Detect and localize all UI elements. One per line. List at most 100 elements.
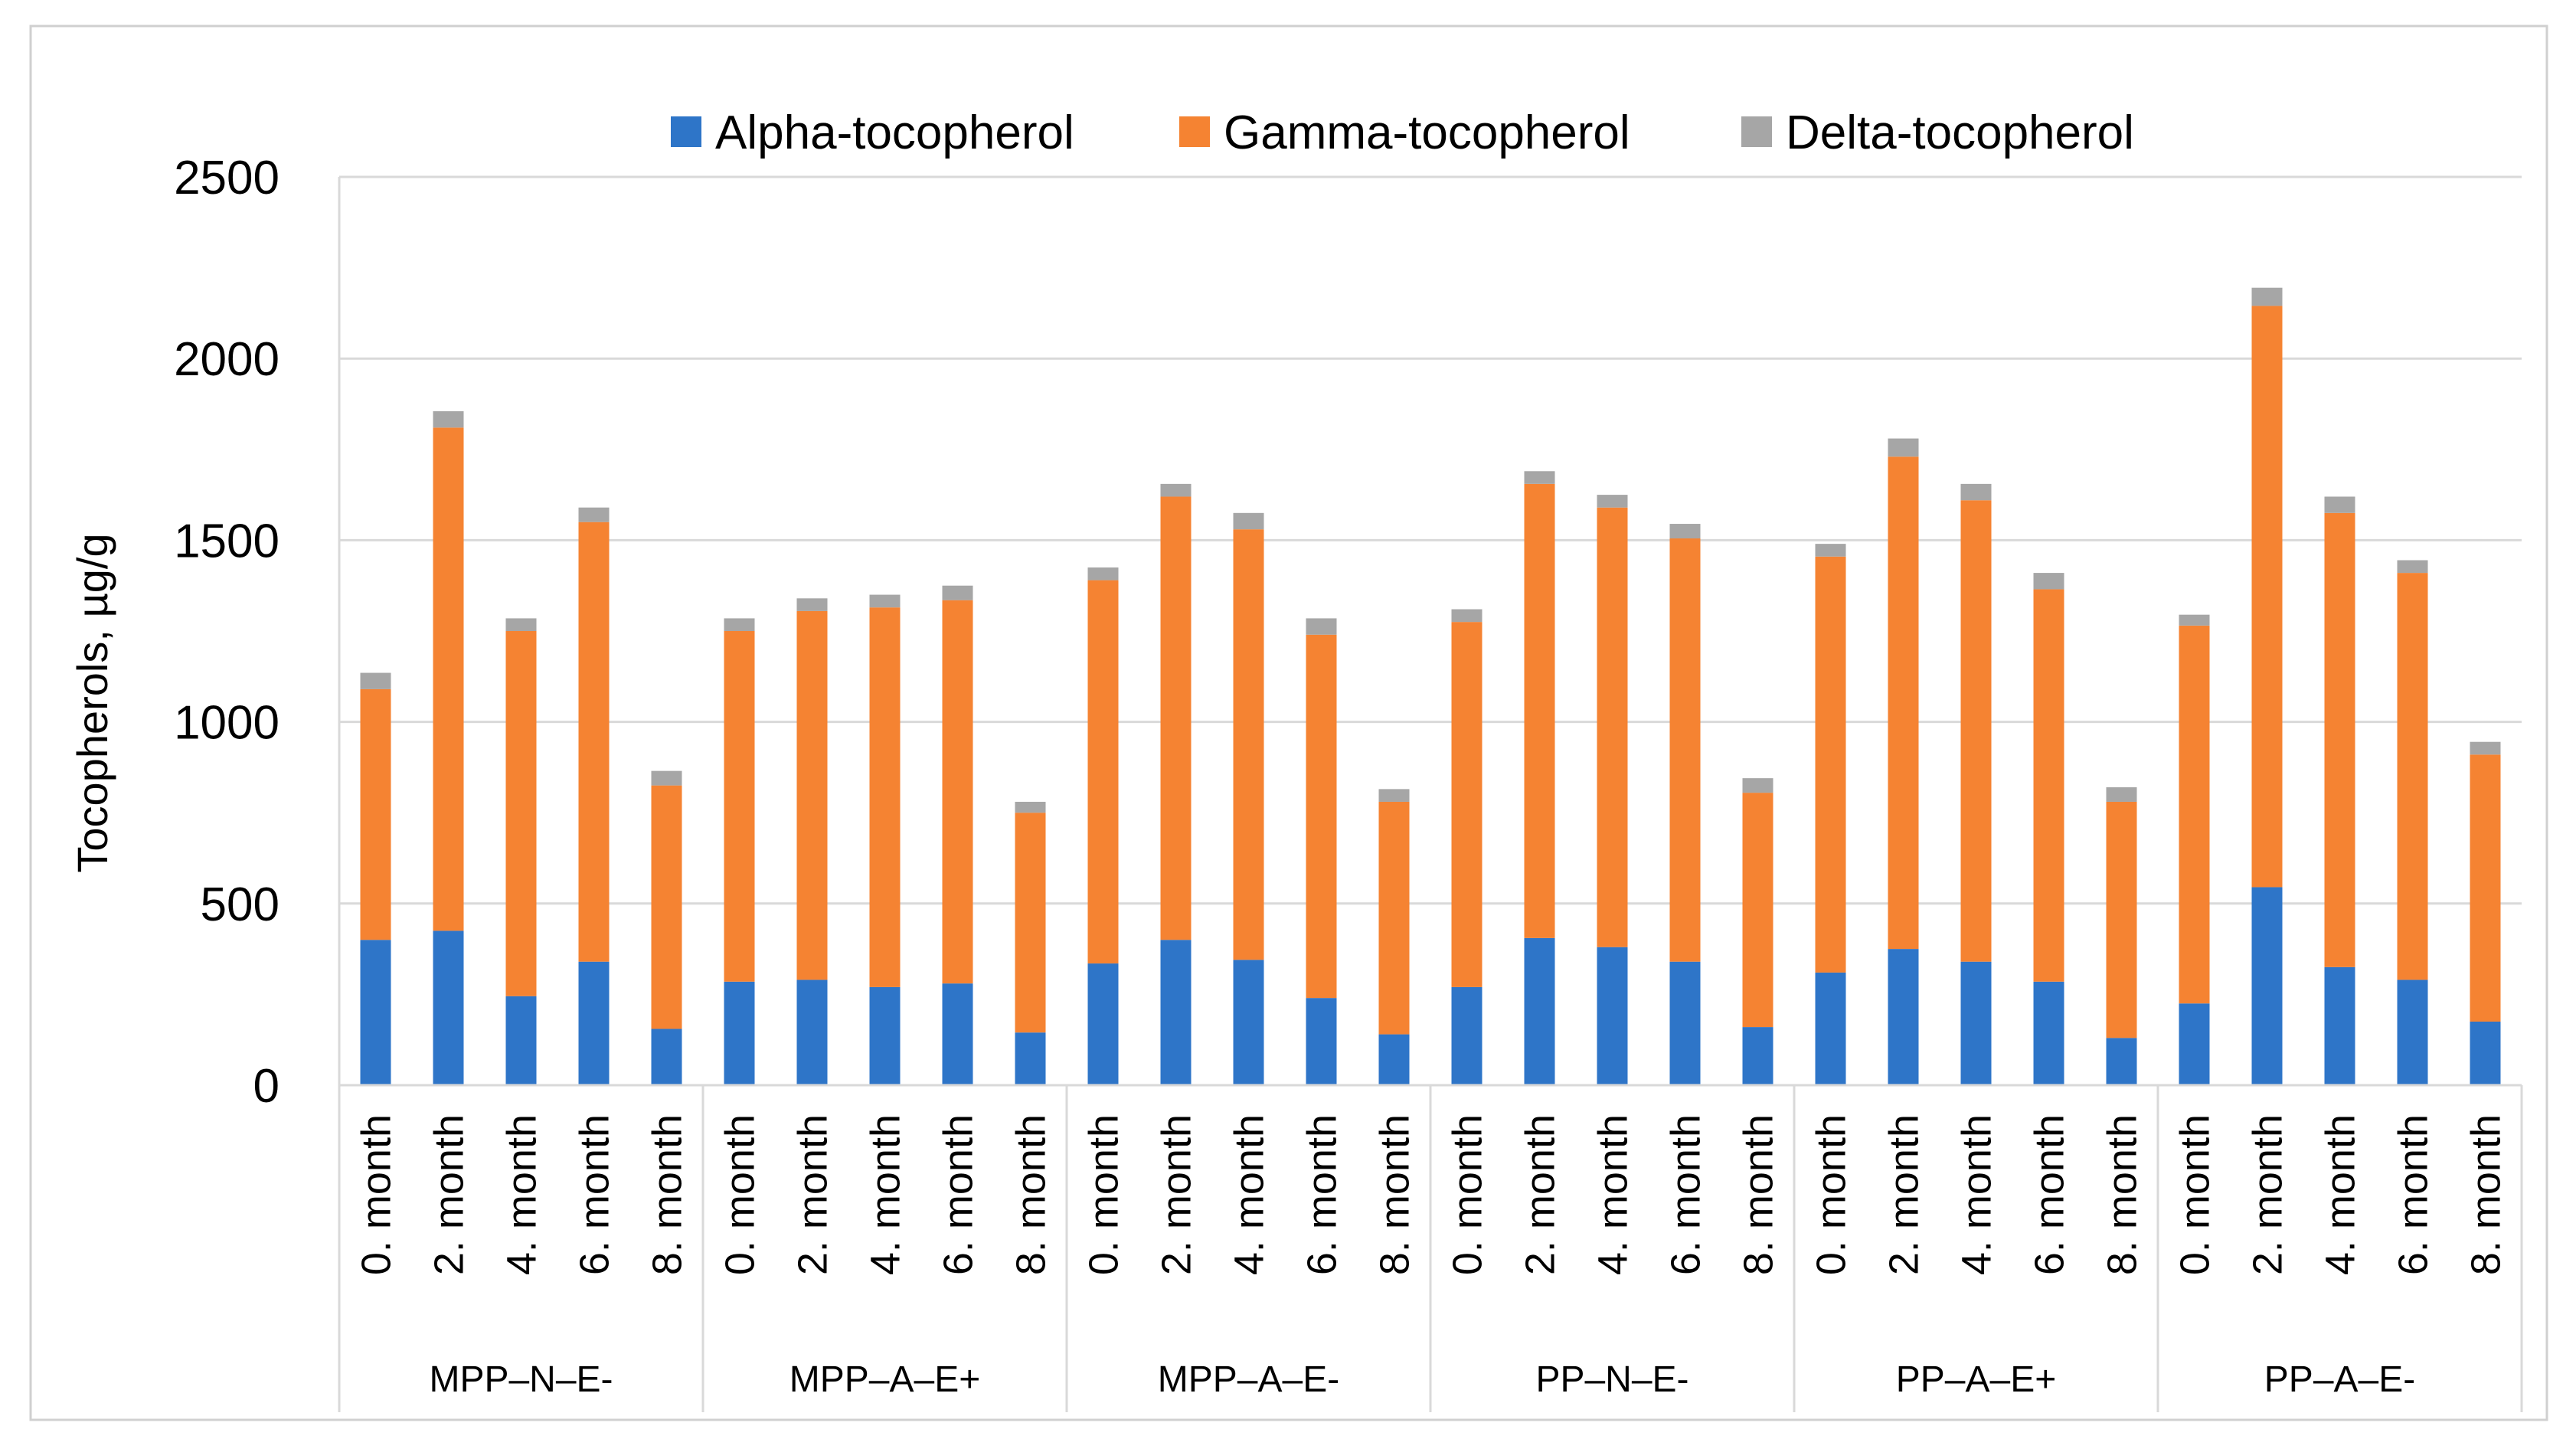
x-tick-label: 0. month: [354, 1114, 400, 1275]
bar-segment-gamma-tocopherol: [869, 607, 901, 987]
bar-segment-alpha-tocopherol: [2033, 981, 2064, 1085]
bar-segment-gamma-tocopherol: [651, 785, 682, 1029]
y-axis-title: Tocopherols, µg/g: [68, 533, 116, 872]
bar-segment-delta-tocopherol: [1524, 471, 1555, 484]
bar-segment-alpha-tocopherol: [2324, 966, 2355, 1085]
bar-segment-alpha-tocopherol: [1815, 972, 1846, 1085]
x-tick-label: 8. month: [1372, 1114, 1418, 1275]
bar-segment-gamma-tocopherol: [1378, 801, 1410, 1035]
x-tick-label: 2. month: [1518, 1114, 1564, 1275]
bar-segment-gamma-tocopherol: [1960, 500, 1992, 962]
bar-segment-delta-tocopherol: [1960, 483, 1992, 501]
y-tick-label: 1500: [174, 515, 280, 567]
y-tick-label: 1000: [174, 697, 280, 750]
y-tick-label: 0: [253, 1060, 280, 1113]
group-label: MPP–A–E-: [1158, 1359, 1339, 1400]
bar-segment-gamma-tocopherol: [2179, 625, 2210, 1004]
bar-segment-alpha-tocopherol: [651, 1029, 682, 1085]
bar-segment-delta-tocopherol: [433, 410, 464, 428]
x-tick-label: 4. month: [1227, 1114, 1273, 1275]
x-tick-label: 0. month: [718, 1114, 763, 1275]
x-tick-label: 6. month: [2027, 1114, 2073, 1275]
bar-segment-delta-tocopherol: [724, 618, 755, 631]
bar-segment-gamma-tocopherol: [1888, 456, 1919, 950]
group-label: PP–A–E+: [1896, 1359, 2056, 1400]
bar-segment-delta-tocopherol: [360, 672, 391, 689]
bar-segment-gamma-tocopherol: [578, 522, 610, 962]
bar-segment-delta-tocopherol: [796, 598, 828, 611]
group-label: MPP–A–E+: [789, 1359, 980, 1400]
x-tick-label: 6. month: [2391, 1114, 2437, 1275]
bar-segment-delta-tocopherol: [1233, 512, 1264, 530]
bar-segment-alpha-tocopherol: [1015, 1032, 1046, 1085]
y-tick-label: 500: [201, 878, 280, 931]
bar-segment-alpha-tocopherol: [2470, 1021, 2501, 1085]
x-tick-label: 8. month: [1736, 1114, 1782, 1275]
bar-segment-gamma-tocopherol: [1524, 483, 1555, 938]
bar-segment-gamma-tocopherol: [1233, 529, 1264, 960]
bar-segment-alpha-tocopherol: [1451, 986, 1483, 1085]
bar-segment-delta-tocopherol: [942, 585, 973, 600]
bar-segment-delta-tocopherol: [505, 618, 537, 631]
bar-segment-gamma-tocopherol: [1815, 556, 1846, 973]
bar-segment-delta-tocopherol: [1378, 789, 1410, 802]
bar-segment-gamma-tocopherol: [2251, 306, 2283, 888]
x-tick-label: 6. month: [936, 1114, 982, 1275]
x-tick-label: 2. month: [1881, 1114, 1927, 1275]
bar-segment-alpha-tocopherol: [1960, 961, 1992, 1085]
x-tick-label: 2. month: [2245, 1114, 2291, 1275]
bar-segment-alpha-tocopherol: [1742, 1027, 1773, 1085]
bar-segment-gamma-tocopherol: [2324, 512, 2355, 967]
bar-segment-delta-tocopherol: [2033, 573, 2064, 590]
bar-segment-alpha-tocopherol: [360, 940, 391, 1085]
bar-segment-delta-tocopherol: [2251, 287, 2283, 306]
x-tick-label: 8. month: [2100, 1114, 2146, 1275]
bar-segment-delta-tocopherol: [1015, 801, 1046, 813]
bar-segment-gamma-tocopherol: [724, 631, 755, 982]
bar-segment-gamma-tocopherol: [2397, 573, 2428, 980]
x-tick-label: 4. month: [499, 1114, 545, 1275]
bar-segment-delta-tocopherol: [2324, 496, 2355, 513]
legend-label: Gamma-tocopherol: [1224, 106, 1630, 159]
x-tick-label: 2. month: [427, 1114, 472, 1275]
bar-segment-gamma-tocopherol: [505, 631, 537, 996]
x-tick-label: 2. month: [1154, 1114, 1200, 1275]
bar-segment-alpha-tocopherol: [942, 983, 973, 1085]
x-tick-label: 4. month: [1590, 1114, 1636, 1275]
bar-segment-delta-tocopherol: [1306, 618, 1337, 635]
bar-segment-delta-tocopherol: [1087, 567, 1119, 581]
x-tick-label: 8. month: [2463, 1114, 2509, 1275]
bar-segment-gamma-tocopherol: [1306, 634, 1337, 999]
bar-segment-alpha-tocopherol: [1087, 963, 1119, 1085]
bar-segment-alpha-tocopherol: [433, 930, 464, 1085]
bar-segment-gamma-tocopherol: [2106, 801, 2137, 1038]
bar-segment-alpha-tocopherol: [505, 996, 537, 1085]
bar-segment-alpha-tocopherol: [2251, 887, 2283, 1085]
x-tick-label: 0. month: [2172, 1114, 2218, 1275]
legend-label: Delta-tocopherol: [1786, 106, 2134, 159]
bar-segment-alpha-tocopherol: [2179, 1003, 2210, 1085]
y-tick-label: 2500: [174, 152, 280, 204]
bar-segment-gamma-tocopherol: [433, 427, 464, 931]
bar-segment-gamma-tocopherol: [360, 688, 391, 940]
legend-swatch: [1741, 116, 1772, 147]
group-label: PP–A–E-: [2264, 1359, 2415, 1400]
bar-segment-delta-tocopherol: [578, 507, 610, 522]
x-tick-label: 6. month: [1299, 1114, 1345, 1275]
x-tick-label: 4. month: [863, 1114, 909, 1275]
bar-segment-alpha-tocopherol: [1597, 947, 1628, 1085]
bar-segment-delta-tocopherol: [869, 594, 901, 608]
bar-segment-gamma-tocopherol: [1087, 580, 1119, 964]
bar-segment-alpha-tocopherol: [2397, 980, 2428, 1085]
bar-segment-gamma-tocopherol: [1160, 496, 1192, 940]
y-tick-label: 2000: [174, 333, 280, 386]
bar-segment-delta-tocopherol: [1742, 778, 1773, 793]
legend-swatch: [671, 116, 701, 147]
bar-segment-alpha-tocopherol: [1378, 1034, 1410, 1085]
x-tick-label: 4. month: [1954, 1114, 2000, 1275]
bar-segment-gamma-tocopherol: [2470, 754, 2501, 1022]
bar-segment-gamma-tocopherol: [2033, 589, 2064, 982]
bar-segment-delta-tocopherol: [2397, 560, 2428, 574]
bar-segment-gamma-tocopherol: [1597, 507, 1628, 947]
x-tick-label: 8. month: [1008, 1114, 1054, 1275]
